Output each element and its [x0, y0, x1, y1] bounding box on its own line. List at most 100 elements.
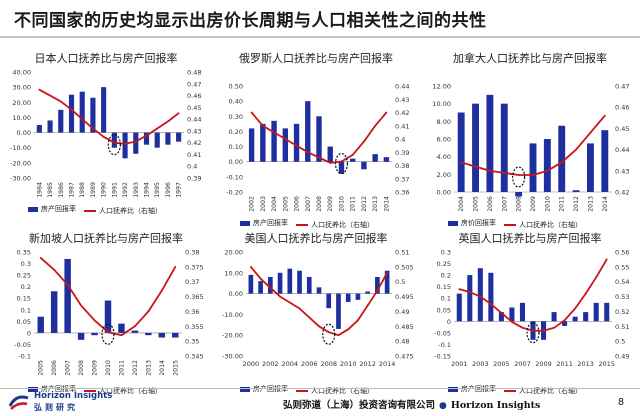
- right-tick-label: 0.495: [395, 293, 414, 301]
- left-tick-label: 0.05: [437, 306, 451, 314]
- bar-2013: [583, 312, 589, 322]
- right-tick-label: 0.44: [187, 116, 201, 124]
- right-tick-label: 0.36: [395, 189, 409, 197]
- line-point-2012: [134, 325, 136, 328]
- right-tick-label: 0.39: [187, 175, 201, 183]
- line-point-2007: [306, 151, 309, 154]
- right-tick-label: 0.35: [185, 338, 199, 346]
- bar-2014: [593, 302, 599, 322]
- right-tick-label: 0.43: [615, 167, 629, 175]
- right-tick-label: 0.42: [187, 139, 201, 147]
- x-tick-label: 1993: [133, 182, 140, 198]
- x-tick-label: 2011: [556, 360, 573, 368]
- left-tick-label: 0.15: [17, 295, 31, 303]
- left-tick-label: 10.00: [432, 100, 451, 108]
- line-point-2014: [386, 271, 389, 274]
- line-point-2015: [174, 265, 177, 268]
- x-tick-label: 2002: [262, 360, 279, 368]
- bar-2008: [515, 192, 523, 197]
- right-tick-label: 0.355: [185, 323, 204, 331]
- line-point-2000: [249, 265, 252, 268]
- line-point-1992: [124, 142, 126, 145]
- line-point-1993: [134, 140, 137, 143]
- left-tick-label: 10.00: [12, 114, 31, 122]
- x-tick-label: 1988: [79, 182, 86, 198]
- bar-2007: [500, 103, 508, 192]
- chart-legend: 房产回报率 人口抚养比（右轴）: [28, 384, 170, 396]
- x-tick-label: 2015: [598, 360, 615, 368]
- line-point-2012: [575, 148, 577, 151]
- chart-title: 美国人口抚养比与房产回报率: [244, 232, 388, 245]
- x-tick-label: 1994: [144, 182, 151, 198]
- right-tick-label: 0.54: [615, 278, 629, 286]
- legend-bar-swatch: [240, 386, 250, 392]
- line-point-2008: [327, 331, 330, 334]
- x-tick-label: 2013: [587, 196, 594, 212]
- legend-line-item: 人口抚养比（右轴）: [504, 386, 582, 396]
- line-point-2005: [298, 307, 301, 310]
- line-point-2013: [589, 131, 592, 134]
- x-tick-label: 1992: [122, 182, 129, 198]
- left-tick-label: 0.3: [441, 249, 451, 257]
- bar-2014: [383, 157, 390, 162]
- line-point-2010: [107, 331, 109, 334]
- trough-highlight-circle: [107, 134, 121, 156]
- logo-text-cn: 弘则研究: [34, 403, 78, 412]
- legend-bar-swatch: [448, 220, 458, 226]
- line-point-2013: [584, 292, 587, 295]
- x-tick-label: 2007: [501, 196, 508, 212]
- left-tick-label: 30.00: [12, 84, 31, 92]
- left-tick-label: -0.1: [438, 341, 451, 349]
- right-tick-label: 0.42: [615, 189, 629, 197]
- line-point-2009: [542, 329, 545, 332]
- right-tick-label: 0.48: [187, 69, 201, 77]
- chart-plot: 0.50 0.40 0.30 0.20 0.10 0.00 -0.10 -0.20 0.44 0.…: [226, 83, 409, 212]
- chart-legend: 房价回报率 人口抚养比（右轴）: [448, 218, 590, 230]
- chart-plot: 40.00 30.00 20.00 10.00 0.00 -10.00 -20.00 -30.…: [10, 69, 201, 198]
- right-tick-label: 0.485: [395, 323, 414, 331]
- bar-2001: [258, 281, 263, 294]
- logo-mark-icon: [8, 395, 29, 410]
- x-tick-label: 2001: [451, 360, 468, 368]
- bar-2011: [558, 125, 566, 192]
- line-point-2013: [147, 310, 150, 313]
- right-tick-label: 0.44: [395, 83, 409, 91]
- legend-bar-item: 房产回报率: [240, 218, 288, 228]
- right-tick-label: 0.51: [615, 323, 629, 331]
- x-tick-label: 1987: [69, 182, 76, 198]
- bar-1993: [133, 132, 139, 154]
- x-tick-label: 1996: [165, 182, 172, 198]
- right-tick-label: 0.43: [395, 96, 409, 104]
- legend-line-swatch: [84, 389, 96, 392]
- footer-divider: [0, 388, 640, 389]
- left-tick-label: 0.05: [17, 318, 31, 326]
- bar-2010: [543, 139, 551, 192]
- left-tick-label: 12.00: [432, 83, 451, 91]
- line-point-2009: [532, 174, 534, 176]
- line-point-2015: [605, 258, 608, 261]
- x-tick-label: 2007: [514, 360, 531, 368]
- left-tick-label: 0.00: [229, 158, 243, 166]
- x-tick-label: 2000: [243, 360, 260, 368]
- x-tick-label: 2004: [458, 196, 465, 212]
- x-tick-label: 2005: [493, 360, 510, 368]
- line-point-2001: [458, 288, 461, 291]
- right-tick-label: 0.49: [615, 353, 629, 361]
- legend-line-label: 人口抚养比（右轴）: [519, 386, 582, 395]
- legend-bar-item: 房产回报率: [28, 204, 76, 214]
- bar-2013: [587, 143, 594, 192]
- x-tick-label: 2007: [65, 360, 72, 376]
- x-tick-label: 2006: [301, 360, 318, 368]
- dependency-ratio-line: [38, 88, 180, 145]
- right-tick-label: 0.37: [395, 175, 409, 183]
- bar-1988: [79, 91, 85, 133]
- x-tick-label: 2011: [559, 196, 566, 212]
- footer-company: 弘则弥道（上海）投资咨询有限公司 ● Horizon Insights: [283, 397, 540, 411]
- line-point-2008: [517, 174, 520, 176]
- bar-2005: [37, 316, 44, 333]
- line-point-2014: [603, 114, 606, 117]
- legend-bar-item: 房产回报率: [448, 384, 496, 394]
- right-tick-label: 0.37: [185, 278, 199, 286]
- right-tick-label: 0.52: [615, 308, 629, 316]
- bar-2000: [248, 274, 254, 294]
